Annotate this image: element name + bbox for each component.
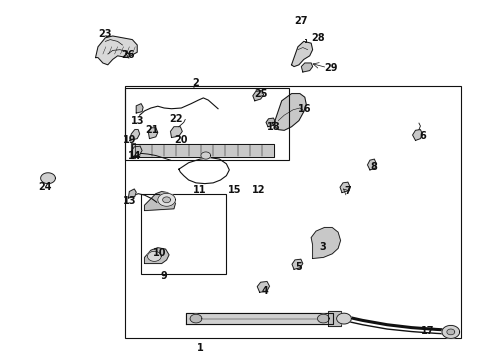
Text: 9: 9 <box>161 271 168 282</box>
Polygon shape <box>96 36 137 65</box>
Polygon shape <box>253 91 264 101</box>
Polygon shape <box>186 313 333 324</box>
Polygon shape <box>131 146 142 157</box>
Polygon shape <box>190 314 202 323</box>
Polygon shape <box>128 189 136 198</box>
Text: 24: 24 <box>38 182 52 192</box>
Polygon shape <box>201 152 211 159</box>
Polygon shape <box>447 329 455 335</box>
Bar <box>141 194 226 274</box>
Text: 10: 10 <box>152 248 166 258</box>
Polygon shape <box>163 197 171 203</box>
Bar <box>125 86 461 338</box>
Text: 12: 12 <box>252 185 266 195</box>
Text: 22: 22 <box>170 114 183 124</box>
Text: 17: 17 <box>420 326 434 336</box>
Text: 5: 5 <box>295 262 302 272</box>
Polygon shape <box>148 128 158 139</box>
Text: 14: 14 <box>128 151 142 161</box>
Polygon shape <box>132 144 274 157</box>
Text: 4: 4 <box>261 286 268 296</box>
Polygon shape <box>292 259 303 269</box>
Text: 20: 20 <box>174 135 188 145</box>
Text: 26: 26 <box>122 50 135 60</box>
Polygon shape <box>266 118 275 127</box>
Polygon shape <box>318 314 329 323</box>
Polygon shape <box>158 193 175 206</box>
Polygon shape <box>131 143 135 158</box>
Text: 3: 3 <box>319 242 326 252</box>
Text: 13: 13 <box>123 195 137 206</box>
Text: 28: 28 <box>312 33 325 43</box>
Text: 29: 29 <box>324 63 338 73</box>
Polygon shape <box>145 192 175 211</box>
Polygon shape <box>41 173 55 184</box>
Polygon shape <box>442 325 460 338</box>
Polygon shape <box>368 159 376 170</box>
Text: 2: 2 <box>193 78 199 88</box>
Polygon shape <box>130 130 140 140</box>
Polygon shape <box>311 228 341 258</box>
Text: 16: 16 <box>298 104 312 114</box>
Text: 11: 11 <box>193 185 207 195</box>
Polygon shape <box>413 130 422 140</box>
Polygon shape <box>272 94 306 130</box>
Polygon shape <box>337 313 351 324</box>
Polygon shape <box>147 251 161 261</box>
Polygon shape <box>340 182 350 193</box>
Text: 8: 8 <box>370 162 377 172</box>
Text: 27: 27 <box>294 16 308 26</box>
Text: 6: 6 <box>419 131 426 141</box>
Polygon shape <box>328 311 341 326</box>
Text: 15: 15 <box>227 185 241 195</box>
Text: 18: 18 <box>267 122 280 132</box>
Text: 25: 25 <box>254 89 268 99</box>
Text: 19: 19 <box>123 135 137 145</box>
Text: 13: 13 <box>130 116 144 126</box>
Polygon shape <box>171 127 182 138</box>
Text: 21: 21 <box>145 125 159 135</box>
Text: 1: 1 <box>196 343 203 353</box>
Text: 7: 7 <box>344 186 351 196</box>
Polygon shape <box>145 248 169 264</box>
Polygon shape <box>257 282 270 292</box>
Polygon shape <box>136 104 143 113</box>
Polygon shape <box>301 63 313 72</box>
Text: 23: 23 <box>98 29 112 39</box>
Polygon shape <box>292 41 313 67</box>
Bar <box>125 88 289 160</box>
